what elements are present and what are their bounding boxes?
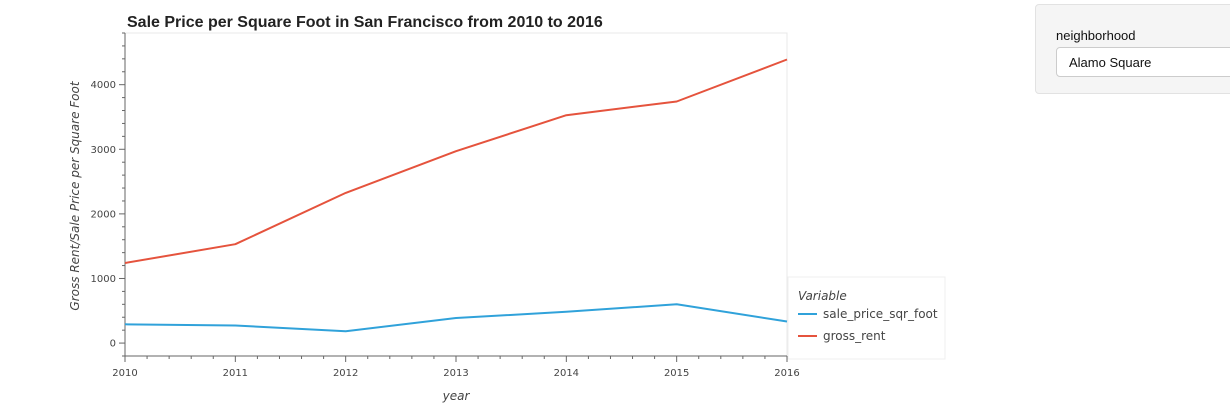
legend-label-gross-rent: gross_rent: [823, 329, 886, 343]
x-tick-label: 2014: [554, 368, 579, 379]
widget-panel: neighborhood Alamo Square: [1035, 4, 1230, 94]
legend-label-sale-price-sqr-foot: sale_price_sqr_foot: [823, 307, 938, 321]
x-tick-label: 2011: [223, 368, 248, 379]
series-layer: [124, 58, 788, 333]
x-tick-label: 2016: [774, 368, 799, 379]
plot-frame: [124, 32, 788, 357]
y-tick-label: 0: [110, 339, 116, 350]
legend: Variable sale_price_sqr_foot gross_rent: [787, 276, 946, 360]
neighborhood-label: neighborhood: [1056, 28, 1136, 43]
x-axis-label: year: [442, 389, 471, 403]
y-axis-label: Gross Rent/Sale Price per Square Foot: [68, 80, 82, 310]
legend-title: Variable: [798, 289, 847, 303]
y-tick-label: 2000: [91, 209, 116, 220]
chart-title: Sale Price per Square Foot in San Franci…: [127, 14, 603, 31]
y-tick-label: 4000: [91, 80, 116, 91]
x-tick-label: 2013: [443, 368, 468, 379]
y-tick-label: 1000: [91, 274, 116, 285]
x-tick-label: 2015: [664, 368, 689, 379]
y-tick-label: 3000: [91, 145, 116, 156]
series-line-gross-rent: [124, 58, 788, 264]
legend-box: [787, 276, 946, 360]
x-tick-label: 2012: [333, 368, 358, 379]
x-tick-label: 2010: [112, 368, 137, 379]
neighborhood-select[interactable]: Alamo Square: [1056, 47, 1230, 77]
series-line-sale-price-sqr-foot: [124, 303, 788, 333]
axes: 0 1000 2000 3000 4000 2010 2011 2012 2013 2014 201…: [91, 32, 800, 379]
